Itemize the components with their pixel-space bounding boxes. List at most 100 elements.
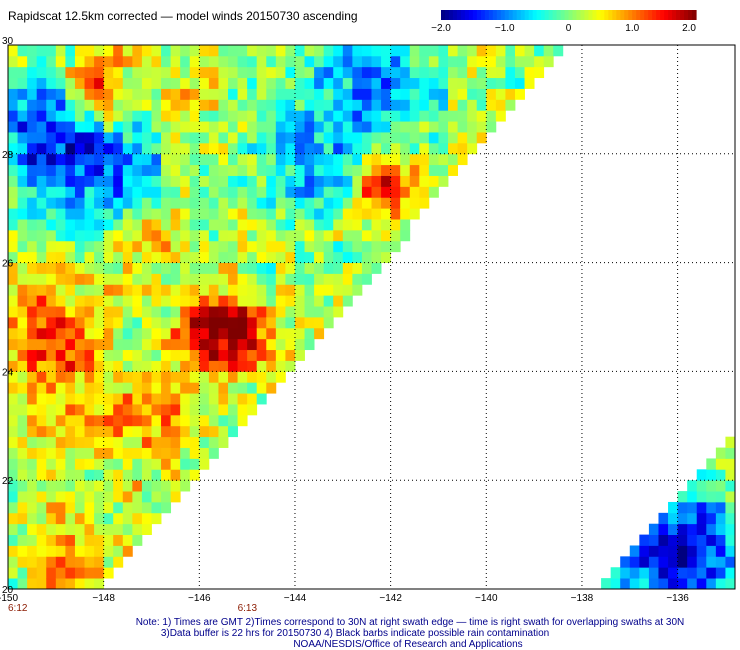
heatmap-cell xyxy=(342,110,353,122)
heatmap-cell xyxy=(256,132,267,144)
heatmap-cell xyxy=(725,523,736,535)
heatmap-cell xyxy=(65,425,76,438)
colorbar-segment xyxy=(620,10,625,20)
heatmap-cell xyxy=(94,382,105,394)
heatmap-cell xyxy=(333,164,344,176)
heatmap-cell xyxy=(256,99,267,111)
heatmap-cell xyxy=(323,77,334,89)
heatmap-cell xyxy=(189,251,200,263)
heatmap-cell xyxy=(8,66,18,79)
heatmap-cell xyxy=(400,88,411,100)
heatmap-cell xyxy=(46,425,57,438)
heatmap-cell xyxy=(122,284,133,296)
heatmap-cell xyxy=(189,88,200,100)
heatmap-cell xyxy=(304,317,315,329)
heatmap-cell xyxy=(180,425,191,438)
heatmap-cell xyxy=(419,186,430,198)
heatmap-cell xyxy=(218,295,229,307)
heatmap-cell xyxy=(228,393,238,405)
heatmap-cell xyxy=(514,55,525,68)
heatmap-cell xyxy=(122,273,133,285)
heatmap-cell xyxy=(113,186,124,198)
heatmap-cell xyxy=(141,458,152,470)
heatmap-cell xyxy=(275,197,286,209)
heatmap-cell xyxy=(687,567,698,579)
heatmap-cell xyxy=(161,99,172,111)
heatmap-cell xyxy=(208,240,219,253)
heatmap-cell xyxy=(103,208,114,220)
heatmap-cell xyxy=(17,164,28,176)
heatmap-cell xyxy=(218,360,229,372)
heatmap-cell xyxy=(151,447,162,459)
heatmap-cell xyxy=(180,132,191,144)
heatmap-cell xyxy=(27,99,38,111)
heatmap-cell xyxy=(103,501,114,514)
heatmap-cell xyxy=(228,164,238,176)
heatmap-cell xyxy=(170,175,181,187)
heatmap-cell xyxy=(103,197,114,209)
heatmap-cell xyxy=(304,55,315,68)
heatmap-cell xyxy=(247,382,258,394)
heatmap-cell xyxy=(8,382,18,394)
heatmap-cell xyxy=(371,88,382,100)
heatmap-cell xyxy=(65,360,76,372)
heatmap-cell xyxy=(36,77,47,89)
heatmap-cell xyxy=(65,175,76,187)
heatmap-cell xyxy=(266,360,277,372)
heatmap-cell xyxy=(505,99,516,111)
heatmap-cell xyxy=(122,480,133,492)
heatmap-cell xyxy=(151,338,162,351)
heatmap-cell xyxy=(27,55,38,68)
heatmap-cell xyxy=(55,219,66,231)
heatmap-cell xyxy=(333,262,344,274)
heatmap-cell xyxy=(46,262,57,274)
heatmap-cell xyxy=(94,219,105,231)
heatmap-cell xyxy=(17,229,28,242)
heatmap-cell xyxy=(342,186,353,198)
heatmap-cell xyxy=(36,545,47,557)
heatmap-cell xyxy=(180,327,191,340)
heatmap-cell xyxy=(266,219,277,231)
heatmap-cell xyxy=(361,99,372,111)
heatmap-cell xyxy=(294,88,305,100)
heatmap-cell xyxy=(314,186,325,198)
heatmap-cell xyxy=(151,208,162,220)
heatmap-cell xyxy=(495,88,506,100)
heatmap-cell xyxy=(400,229,411,242)
heatmap-cell xyxy=(495,99,506,111)
heatmap-cell xyxy=(180,371,191,383)
heatmap-cell xyxy=(94,371,105,383)
heatmap-cell xyxy=(46,55,57,68)
heatmap-cell xyxy=(476,55,487,68)
heatmap-cell xyxy=(161,436,172,448)
heatmap-cell xyxy=(371,240,382,253)
heatmap-cell xyxy=(256,251,267,263)
heatmap-cell xyxy=(199,229,210,242)
heatmap-cell xyxy=(170,295,181,307)
heatmap-cell xyxy=(323,317,334,329)
heatmap-cell xyxy=(27,142,38,155)
heatmap-cell xyxy=(46,393,57,405)
heatmap-cell xyxy=(323,88,334,100)
heatmap-cell xyxy=(46,110,57,122)
heatmap-cell xyxy=(122,501,133,514)
chart-title: Rapidscat 12.5km corrected — model winds… xyxy=(8,9,358,23)
heatmap-cell xyxy=(84,284,95,296)
heatmap-cell xyxy=(8,523,18,535)
colorbar-segment xyxy=(652,10,657,20)
heatmap-cell xyxy=(94,436,105,448)
heatmap-cell xyxy=(457,66,468,79)
heatmap-cell xyxy=(74,99,85,111)
heatmap-cell xyxy=(247,121,258,133)
colorbar-segment xyxy=(588,10,594,20)
heatmap-cell xyxy=(457,153,468,166)
heatmap-cell xyxy=(151,262,162,274)
heatmap-cell xyxy=(275,142,286,155)
heatmap-cell xyxy=(151,317,162,329)
heatmap-cell xyxy=(36,501,47,514)
heatmap-cell xyxy=(218,175,229,187)
heatmap-cell xyxy=(361,142,372,155)
colorbar-segment xyxy=(508,10,514,20)
colorbar-segment xyxy=(528,10,534,20)
heatmap-cell xyxy=(381,175,392,187)
